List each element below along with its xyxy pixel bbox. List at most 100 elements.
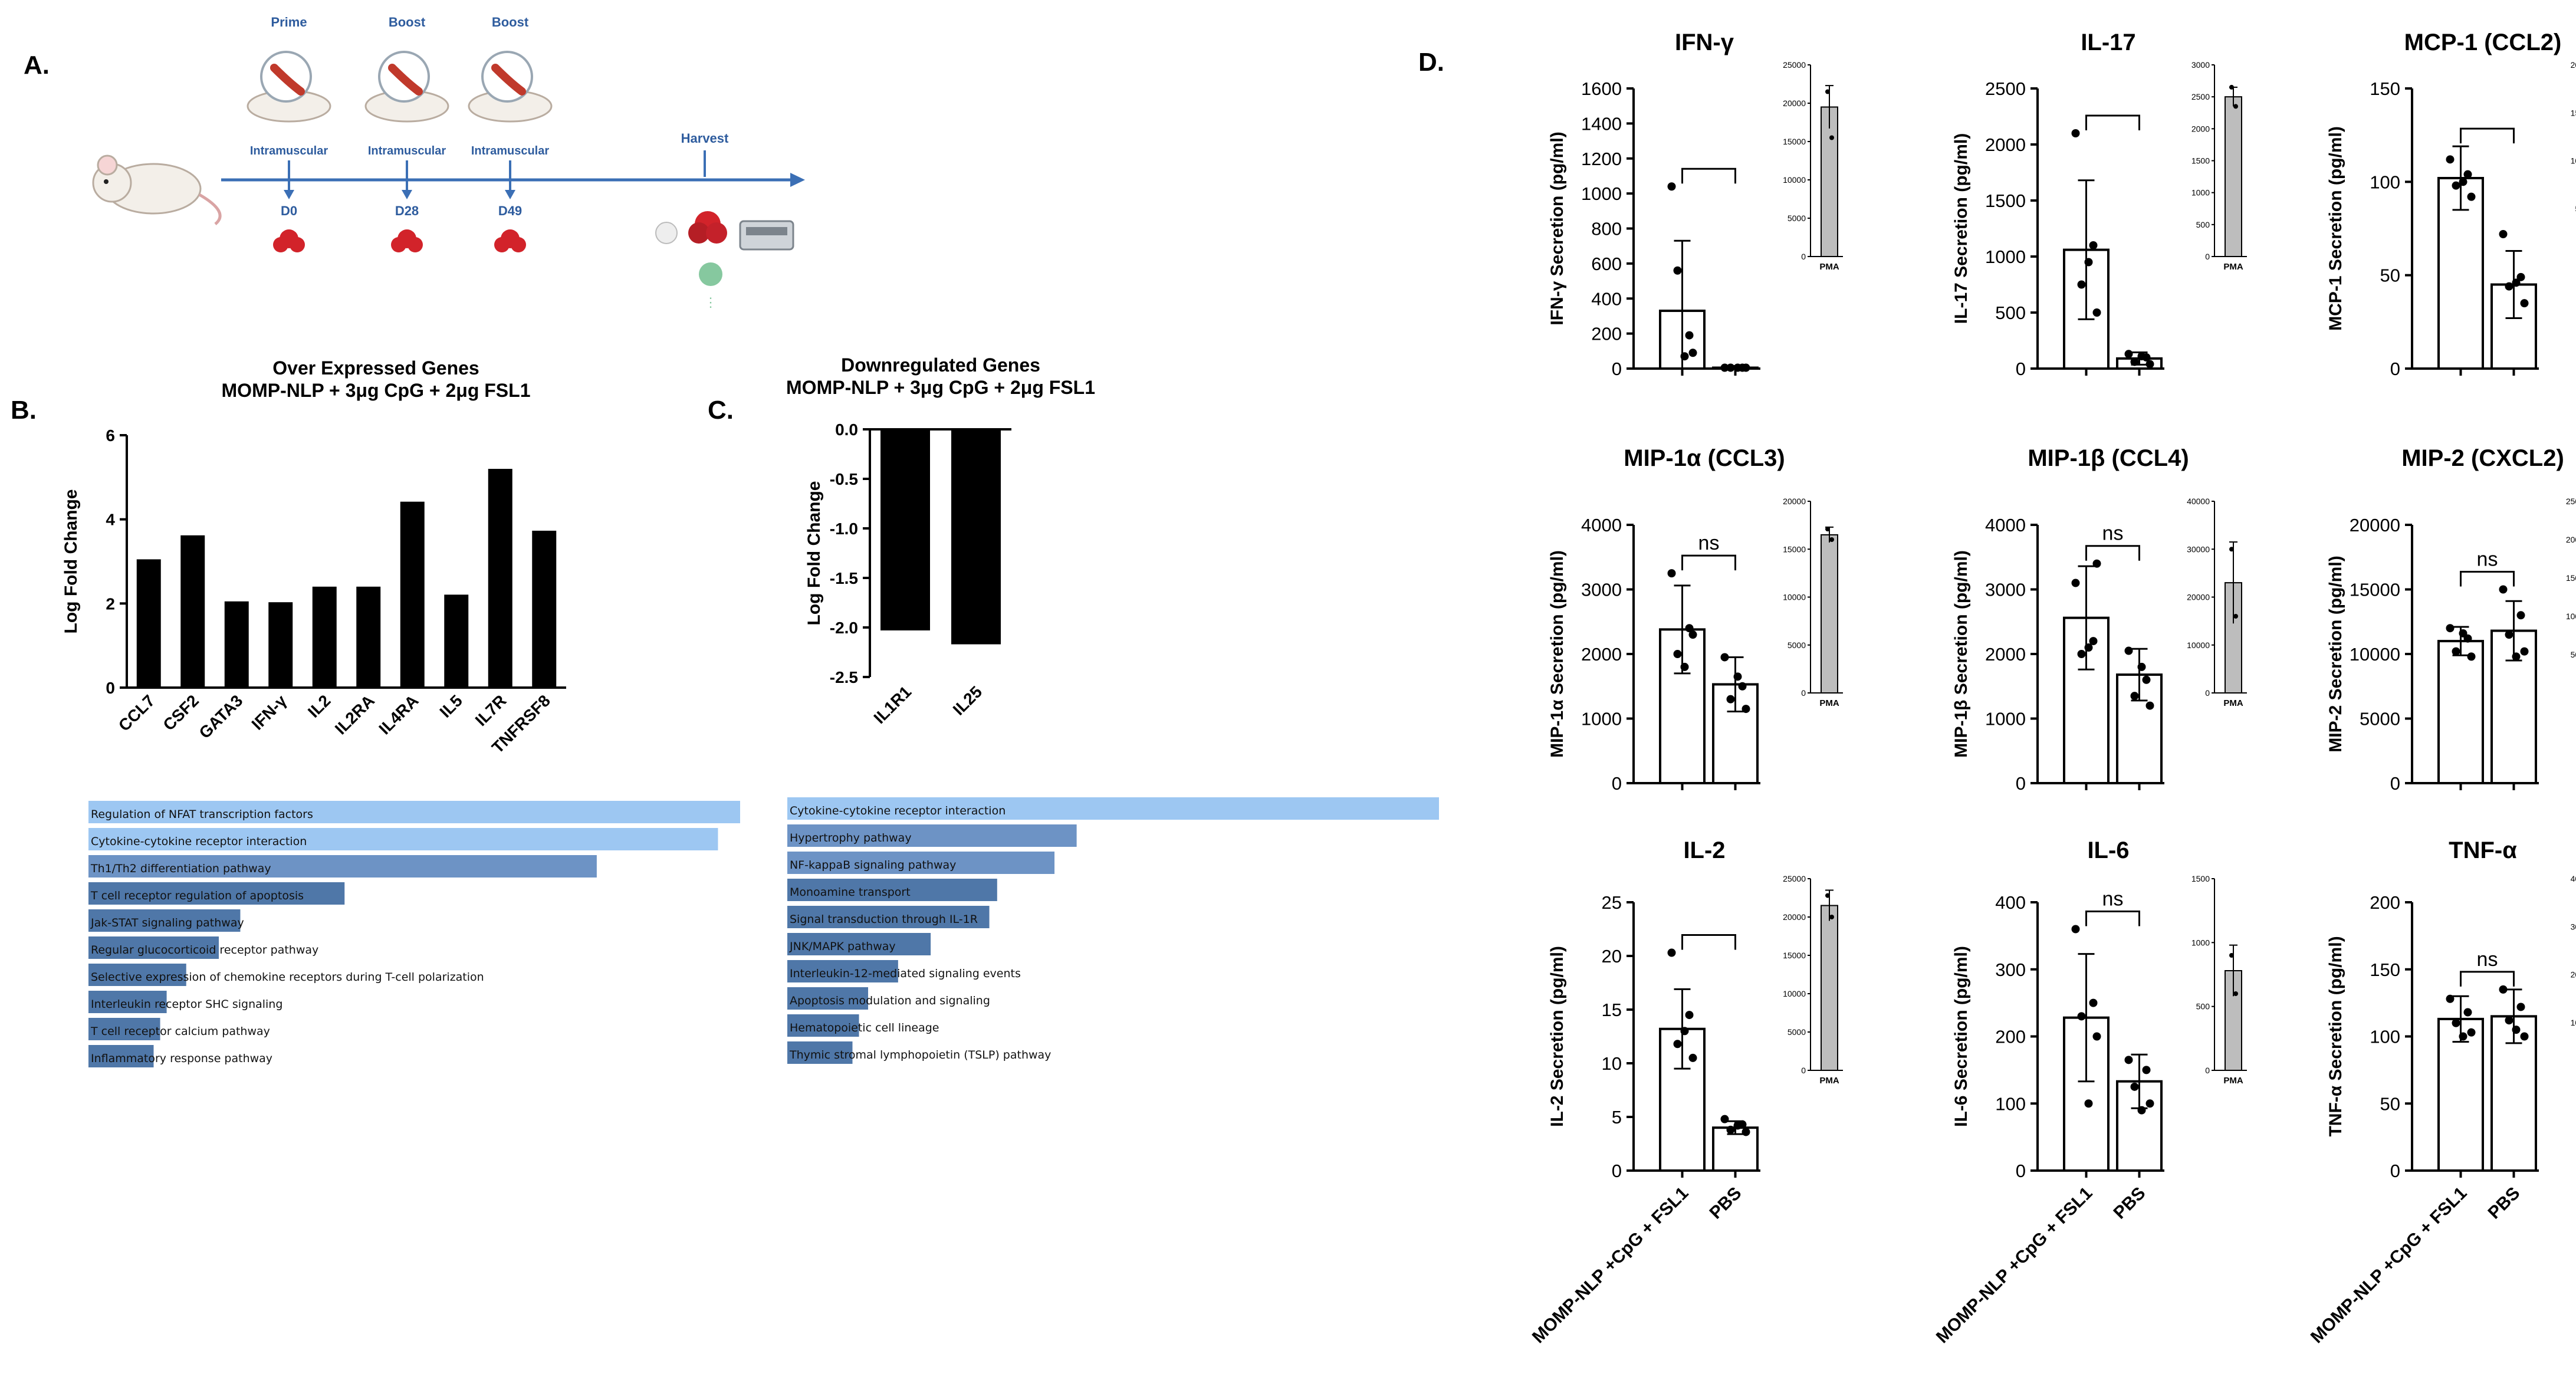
pathway-bar (787, 824, 1077, 847)
y-tick-label: 400 (1995, 892, 2026, 913)
bar (488, 469, 512, 688)
y-tick-label: 0 (2390, 773, 2400, 794)
data-point (2499, 985, 2508, 994)
y-tick-label: 25 (1602, 892, 1622, 913)
pathway-bar (88, 1045, 154, 1067)
bar (400, 501, 425, 688)
pathway-label: Cytokine-cytokine receptor interaction (790, 804, 1006, 817)
inset-tick-label: 200 (2571, 60, 2576, 70)
data-point (2084, 1099, 2093, 1108)
y-tick-label: 4000 (1581, 515, 1622, 535)
y-tick-label: 200 (2370, 892, 2400, 913)
data-point (2071, 579, 2080, 587)
inset-point (2229, 547, 2234, 552)
chart-title: Over Expressed Genes (272, 357, 479, 379)
bar (2437, 1017, 2484, 1172)
y-tick-label: 150 (2370, 959, 2400, 980)
pathway-bar (787, 1014, 859, 1037)
inset-tick-label: 1500 (2191, 874, 2210, 883)
cytokine-panel: MIP-1β (CCL4) 0 1000 2000 3000 4000 MIP-1β Sec… (1951, 445, 2247, 794)
inset-tick-label: 100 (2571, 156, 2576, 166)
pathway-bar (787, 879, 997, 901)
y-tick-label: 1000 (1581, 709, 1622, 729)
y-tick-label: -0.5 (830, 470, 858, 488)
data-point (2071, 925, 2080, 934)
significance-bracket (1681, 934, 1736, 950)
y-tick-label: 200 (1591, 324, 1622, 344)
inset-tick-label: 2000 (2566, 535, 2576, 544)
route-label: Intramuscular (368, 144, 446, 157)
timeline-schematic: Prime Intramuscular D0 Boost Intramuscular D2… (92, 15, 805, 310)
data-point (2505, 282, 2513, 291)
data-point (1667, 182, 1676, 191)
y-axis-label: MIP-2 Secretion (pg/ml) (2326, 556, 2345, 752)
chart-title: Downregulated Genes (841, 354, 1040, 376)
data-point (2084, 258, 2093, 267)
pathway-label: Selective expression of chemokine recept… (91, 971, 484, 984)
y-tick-label: 800 (1591, 219, 1622, 239)
inset-bar (1821, 905, 1838, 1071)
y-tick-label: -2.5 (830, 668, 858, 686)
data-point (2516, 1003, 2525, 1011)
cytokine-panel: MCP-1 (CCL2) 0 50 100 150 MCP-1 Secretion (pg… (2326, 29, 2576, 379)
data-point (1688, 1053, 1697, 1062)
y-tick-label: 1400 (1581, 113, 1622, 134)
data-point (1726, 695, 1735, 704)
inset-tick-label: 15000 (1783, 951, 1806, 960)
y-tick-label: 0 (2390, 1161, 2400, 1181)
inset-point (1829, 537, 1834, 542)
y-tick-label: 0 (2016, 1161, 2026, 1181)
bar (312, 586, 337, 688)
inset-tick-label: 20000 (1783, 912, 1806, 922)
pathway-bar (88, 1018, 160, 1040)
y-tick-label: 2 (106, 594, 115, 613)
inset-tick-label: 300 (2571, 922, 2576, 931)
inset-tick-label: 5000 (1788, 213, 1806, 223)
cytokine-panel: IL-17 0 500 1000 1500 2000 2500 IL-17 Secretion… (1951, 29, 2247, 379)
bar (268, 602, 293, 688)
panel-title: IFN-γ (1675, 29, 1734, 55)
timeline-phase-label: Prime (271, 15, 307, 29)
y-tick-label: 100 (1995, 1093, 2026, 1114)
injection-illustration (364, 51, 449, 123)
significance-bracket (2460, 971, 2515, 987)
y-tick-label: 0 (106, 679, 115, 697)
harvest-label: Harvest (681, 131, 729, 146)
inset-tick-label: 0 (2205, 688, 2210, 698)
pathway-label: Monoamine transport (790, 886, 911, 899)
x-tick-label: PBS (1706, 1184, 1745, 1223)
pathways-over-expressed: Regulation of NFAT transcription factors… (88, 801, 740, 1067)
y-axis-label: IFN-γ Secretion (pg/ml) (1547, 132, 1567, 325)
pathway-bar (88, 991, 167, 1013)
data-point (2520, 299, 2529, 308)
inset-tick-label: 5000 (1788, 640, 1806, 650)
y-tick-label: 1600 (1581, 78, 1622, 99)
inset-bar (2225, 96, 2242, 258)
pathway-label: Hematopoietic cell lineage (790, 1021, 939, 1034)
data-point (2142, 675, 2151, 684)
data-point (2130, 1082, 2139, 1091)
pathways-downregulated: Cytokine-cytokine receptor interaction Hy… (787, 797, 1439, 1064)
cytokine-panel: MIP-2 (CXCL2) 0 5000 10000 15000 20000 MIP-2 S… (2326, 445, 2576, 794)
data-point (2452, 1018, 2460, 1027)
data-point (1673, 650, 1682, 658)
y-tick-label: 4000 (1985, 515, 2026, 535)
panel-title: TNF-α (2449, 837, 2517, 863)
data-point (1726, 363, 1735, 372)
inset-tick-label: 25000 (1783, 874, 1806, 883)
pathway-bar (88, 855, 597, 878)
y-tick-label: 10000 (2350, 644, 2400, 665)
x-tick-label: MOMP-NLP +CpG + FSL1 (1933, 1184, 2097, 1348)
panel-label-a: A. (24, 51, 50, 80)
data-point (2124, 646, 2133, 655)
pathway-label: Hypertrophy pathway (790, 832, 912, 844)
pathway-label: Apoptosis modulation and signaling (790, 994, 990, 1007)
y-tick-label: 50 (2380, 1093, 2400, 1114)
pathway-label: T cell receptor regulation of apoptosis (90, 889, 304, 902)
pathway-bar (787, 987, 869, 1010)
data-point (2092, 1032, 2101, 1041)
data-point (2124, 1056, 2133, 1064)
significance-bracket (2085, 911, 2140, 926)
data-point (1742, 363, 1750, 372)
